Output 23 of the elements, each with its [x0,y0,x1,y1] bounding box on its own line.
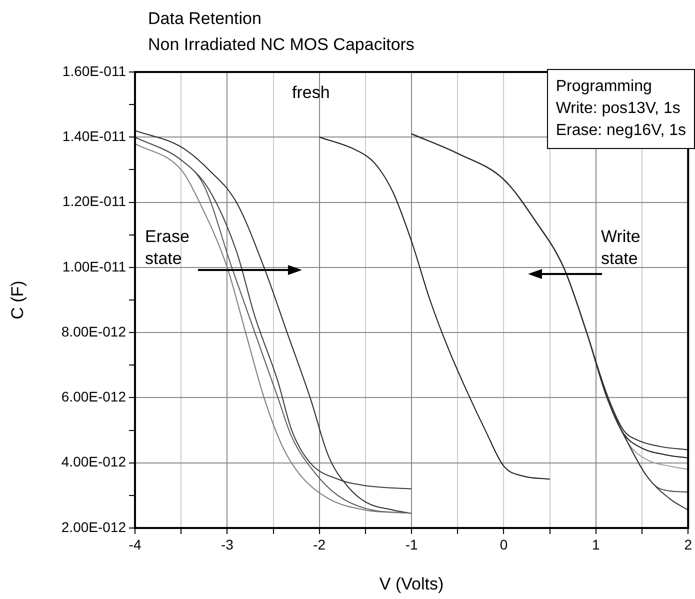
annotation: Erase state [145,226,190,270]
y-tick-label: 2.00E-012 [61,518,126,535]
annotation: fresh [292,82,330,104]
y-tick-label: 6.00E-012 [61,388,126,405]
y-tick-label: 1.20E-011 [62,193,126,210]
x-axis-title: V (Volts) [379,574,444,594]
chart-subtitle: Non Irradiated NC MOS Capacitors [148,34,414,56]
y-tick-label: 1.60E-011 [62,62,126,79]
x-tick-label: -4 [128,536,142,552]
x-tick-label: -2 [313,536,326,552]
x-tick-label: 1 [592,536,600,552]
y-tick-label: 1.00E-011 [62,258,126,274]
annotation: Write state [601,226,640,270]
annotation: Programming Write: pos13V, 1s Erase: neg16V, 1s [546,69,695,149]
y-tick-label: 8.00E-012 [61,323,126,340]
y-tick-label: 4.00E-012 [61,454,126,470]
x-tick-label: 0 [500,536,508,552]
x-tick-label: -3 [220,536,234,552]
x-tick-label: -1 [405,536,418,552]
x-tick-label: 2 [684,536,692,552]
chart-title: Data Retention [148,8,262,30]
y-tick-label: 1.40E-011 [62,128,126,144]
y-axis-title: C (F) [8,280,27,320]
